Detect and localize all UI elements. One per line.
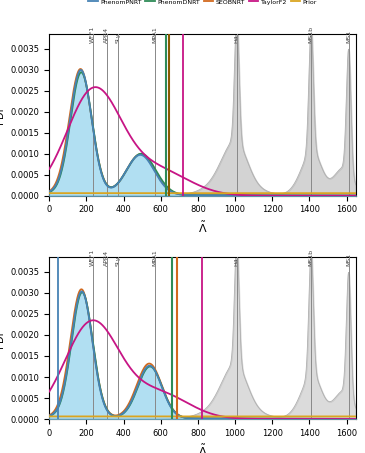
- Text: MS1b: MS1b: [308, 26, 314, 43]
- Text: MS1: MS1: [346, 253, 351, 266]
- Y-axis label: PDF: PDF: [0, 105, 5, 125]
- Text: MPA1: MPA1: [153, 26, 158, 43]
- Y-axis label: PDF: PDF: [0, 328, 5, 348]
- Text: H4: H4: [234, 257, 239, 266]
- Text: SLy: SLy: [116, 32, 120, 43]
- Text: MPA1: MPA1: [153, 250, 158, 266]
- Text: H4: H4: [234, 34, 239, 43]
- Text: WFF1: WFF1: [90, 249, 95, 266]
- Text: WFF1: WFF1: [90, 26, 95, 43]
- Legend: PhenomPNRT, PhenomDNRT, SEOBNRT, TaylorF2, Prior: PhenomPNRT, PhenomDNRT, SEOBNRT, TaylorF…: [86, 0, 319, 7]
- Text: APR4: APR4: [104, 250, 109, 266]
- Text: MS1b: MS1b: [308, 249, 314, 266]
- X-axis label: $\tilde{\Lambda}$: $\tilde{\Lambda}$: [198, 220, 207, 235]
- Text: APR4: APR4: [104, 27, 109, 43]
- X-axis label: $\tilde{\Lambda}$: $\tilde{\Lambda}$: [198, 443, 207, 453]
- Text: SLy: SLy: [116, 255, 120, 266]
- Text: MS1: MS1: [346, 30, 351, 43]
